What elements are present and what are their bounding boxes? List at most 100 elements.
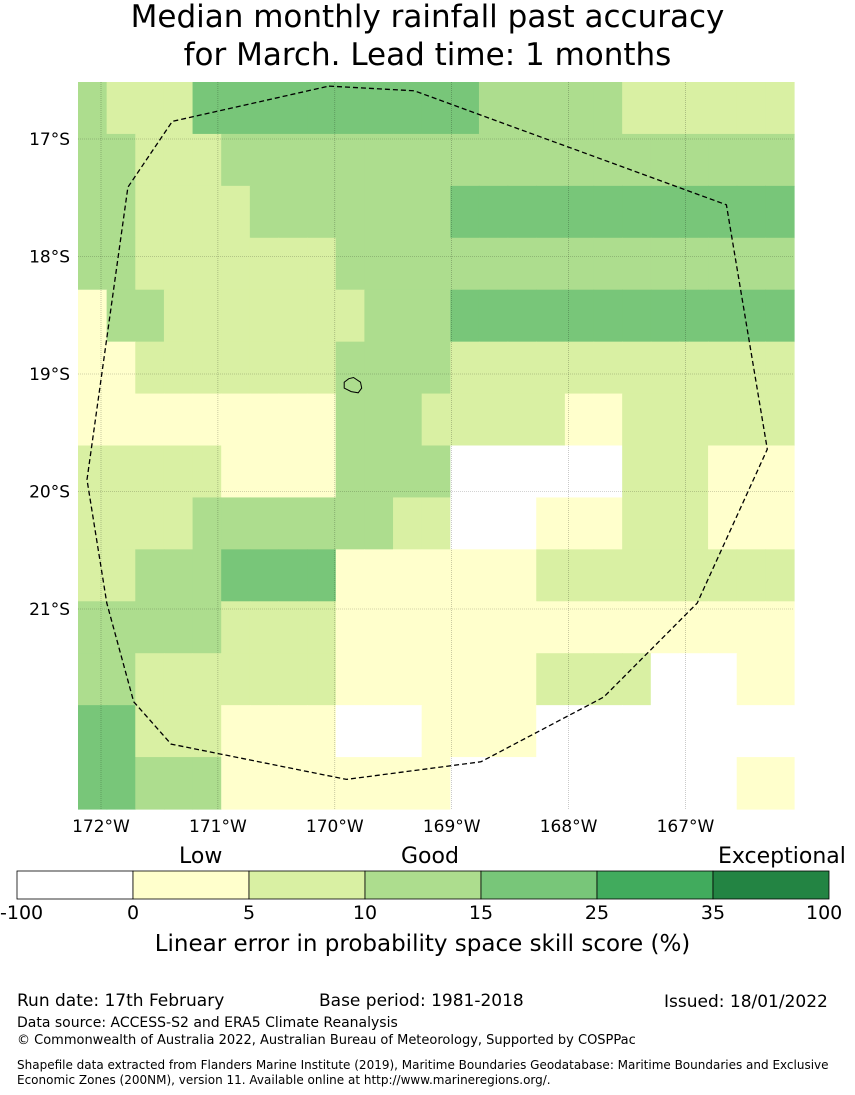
grid-cell (307, 445, 337, 499)
grid-cell (163, 705, 194, 758)
grid-cell (335, 705, 365, 758)
grid-cell (393, 82, 423, 135)
grid-cell (78, 185, 108, 239)
grid-cell (708, 601, 738, 654)
grid-cell (307, 601, 337, 654)
grid-cell (307, 82, 337, 135)
grid-cell (163, 133, 194, 187)
grid-cell (364, 497, 394, 550)
grid-cell (135, 549, 165, 602)
grid-cell (364, 341, 394, 395)
grid-cell (393, 757, 423, 810)
grid-cell (679, 133, 709, 187)
grid-cell (622, 82, 652, 135)
grid-cell (221, 549, 251, 602)
grid-cell (507, 549, 537, 602)
grid-cell (536, 757, 566, 810)
grid-cell (564, 497, 595, 550)
grid-cell (507, 653, 537, 706)
grid-cell (736, 497, 766, 550)
grid-cell (393, 393, 423, 447)
grid-cell (450, 82, 480, 135)
grid-cell (106, 653, 136, 706)
niue-island-outline (343, 376, 363, 394)
grid-cell (192, 497, 222, 550)
grid-cell (765, 133, 795, 187)
grid-cell (736, 82, 766, 135)
grid-cell (421, 341, 451, 395)
grid-cell (593, 185, 623, 239)
grid-cell (221, 601, 251, 654)
grid-cell (593, 757, 623, 810)
grid-cell (622, 653, 652, 706)
grid-cell (478, 757, 509, 810)
grid-cell (163, 549, 194, 602)
grid-cell (564, 393, 595, 447)
grid-cell (135, 185, 165, 239)
grid-cell (249, 601, 280, 654)
run-date: Run date: 17th February (17, 991, 225, 1011)
grid-cell (421, 393, 451, 447)
grid-cell (736, 757, 766, 810)
grid-cell (78, 82, 108, 135)
grid-cell (478, 185, 509, 239)
lat-ticks: 17°S 18°S 19°S 20°S 21°S (29, 130, 70, 620)
grid-cell (765, 757, 795, 810)
grid-cell (192, 445, 222, 499)
colorbar-tick: 100 (806, 902, 843, 924)
grid-cell (221, 289, 251, 343)
lon-tick-label: 171°W (189, 817, 247, 837)
grid-cell (278, 237, 308, 291)
grid-cell (765, 393, 795, 447)
grid-cell (679, 549, 709, 602)
grid-cell (507, 185, 537, 239)
category-exceptional: Exceptional (718, 844, 846, 869)
grid-cell (78, 601, 108, 654)
grid-cell (650, 341, 681, 395)
grid-cell (421, 601, 451, 654)
grid-cell (708, 445, 738, 499)
grid-cell (650, 393, 681, 447)
grid-cell (335, 497, 365, 550)
skill-grid (78, 82, 795, 810)
grid-cell (192, 653, 222, 706)
grid-cell (679, 757, 709, 810)
grid-cell (78, 653, 108, 706)
lon-ticks: 172°W 171°W 170°W 169°W 168°W 167°W (72, 817, 714, 837)
grid-cell (450, 133, 480, 187)
grid-cell (421, 705, 451, 758)
grid-cell (564, 549, 595, 602)
grid-cell (249, 497, 280, 550)
grid-cell (364, 757, 394, 810)
grid-cell (708, 497, 738, 550)
grid-cell (478, 601, 509, 654)
grid-cell (736, 289, 766, 343)
grid-cell (421, 445, 451, 499)
grid-cell (679, 393, 709, 447)
grid-cell (450, 289, 480, 343)
grid-cell (78, 549, 108, 602)
grid-cell (650, 445, 681, 499)
grid-cell (536, 497, 566, 550)
grid-cell (221, 705, 251, 758)
grid-cell (708, 757, 738, 810)
grid-cell (221, 445, 251, 499)
grid-cell (593, 497, 623, 550)
grid-cell (335, 393, 365, 447)
grid-cell (192, 82, 222, 135)
data-source: Data source: ACCESS-S2 and ERA5 Climate … (17, 1015, 398, 1031)
grid-cell (679, 341, 709, 395)
grid-cell (536, 237, 566, 291)
grid-cell (307, 393, 337, 447)
grid-cell (278, 82, 308, 135)
grid-cell (507, 601, 537, 654)
colorbar-segment (596, 870, 714, 900)
grid-cell (78, 133, 108, 187)
grid-cell (335, 82, 365, 135)
grid-cell (192, 601, 222, 654)
grid-cell (564, 601, 595, 654)
grid-cell (364, 705, 394, 758)
grid-cell (736, 133, 766, 187)
grid-cell (478, 653, 509, 706)
